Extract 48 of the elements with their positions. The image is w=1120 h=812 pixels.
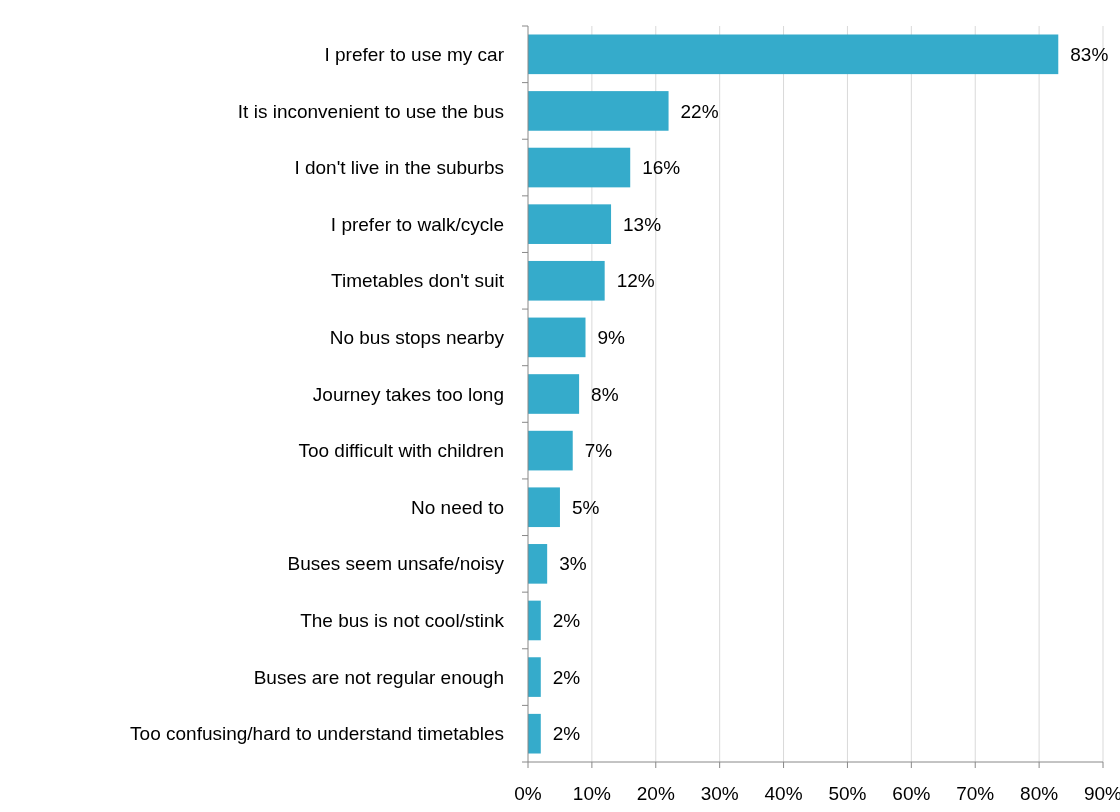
y-tick-label: Timetables don't suit [331,270,505,292]
data-label: 5% [571,496,600,518]
bar [528,260,605,301]
y-tick-label: Buses seem unsafe/noisy [287,553,505,575]
x-tick-label: 40% [764,783,803,804]
data-label: 9% [597,327,626,349]
y-tick-label: I don't live in the suburbs [294,157,504,179]
y-tick-label: Journey takes too long [312,383,504,405]
bar [528,34,1059,75]
y-tick-label: No need to [411,496,504,518]
x-tick-label: 70% [956,783,995,804]
data-label: 7% [584,440,613,462]
data-label: 2% [552,610,581,632]
x-tick-label: 30% [700,783,739,804]
data-label: 13% [623,213,662,235]
bar [528,204,612,244]
y-tick-label: Too confusing/hard to understand timetables [130,723,504,745]
bar [528,147,631,188]
x-tick-label: 10% [572,783,612,804]
y-tick-label: No bus stops nearby [329,327,505,349]
bar [528,600,541,641]
bar [528,374,580,414]
data-label: 83% [1070,43,1109,65]
data-label: 3% [559,553,587,575]
bar [528,317,586,358]
bar [528,713,541,754]
data-label: 2% [552,723,581,745]
data-label: 16% [642,157,681,179]
bar [528,430,573,471]
bar [528,91,669,131]
y-tick-label: It is inconvenient to use the bus [237,100,504,122]
y-tick-label: I prefer to walk/cycle [330,213,504,235]
bar [528,487,560,528]
data-label: 12% [616,270,655,292]
y-tick-label: Buses are not regular enough [253,666,504,688]
x-tick-label: 60% [892,783,931,804]
y-tick-label: The bus is not cool/stink [300,610,505,632]
x-tick-label: 50% [828,783,867,804]
bar [528,657,541,697]
data-label: 8% [591,383,619,405]
x-tick-label: 0% [514,783,542,804]
x-tick-label: 20% [636,783,675,804]
y-tick-label: Too difficult with children [298,440,504,462]
bar [528,544,548,584]
data-label: 22% [680,100,719,122]
y-tick-label: I prefer to use my car [324,43,505,65]
data-label: 2% [552,666,581,688]
x-tick-label: 80% [1020,783,1059,804]
